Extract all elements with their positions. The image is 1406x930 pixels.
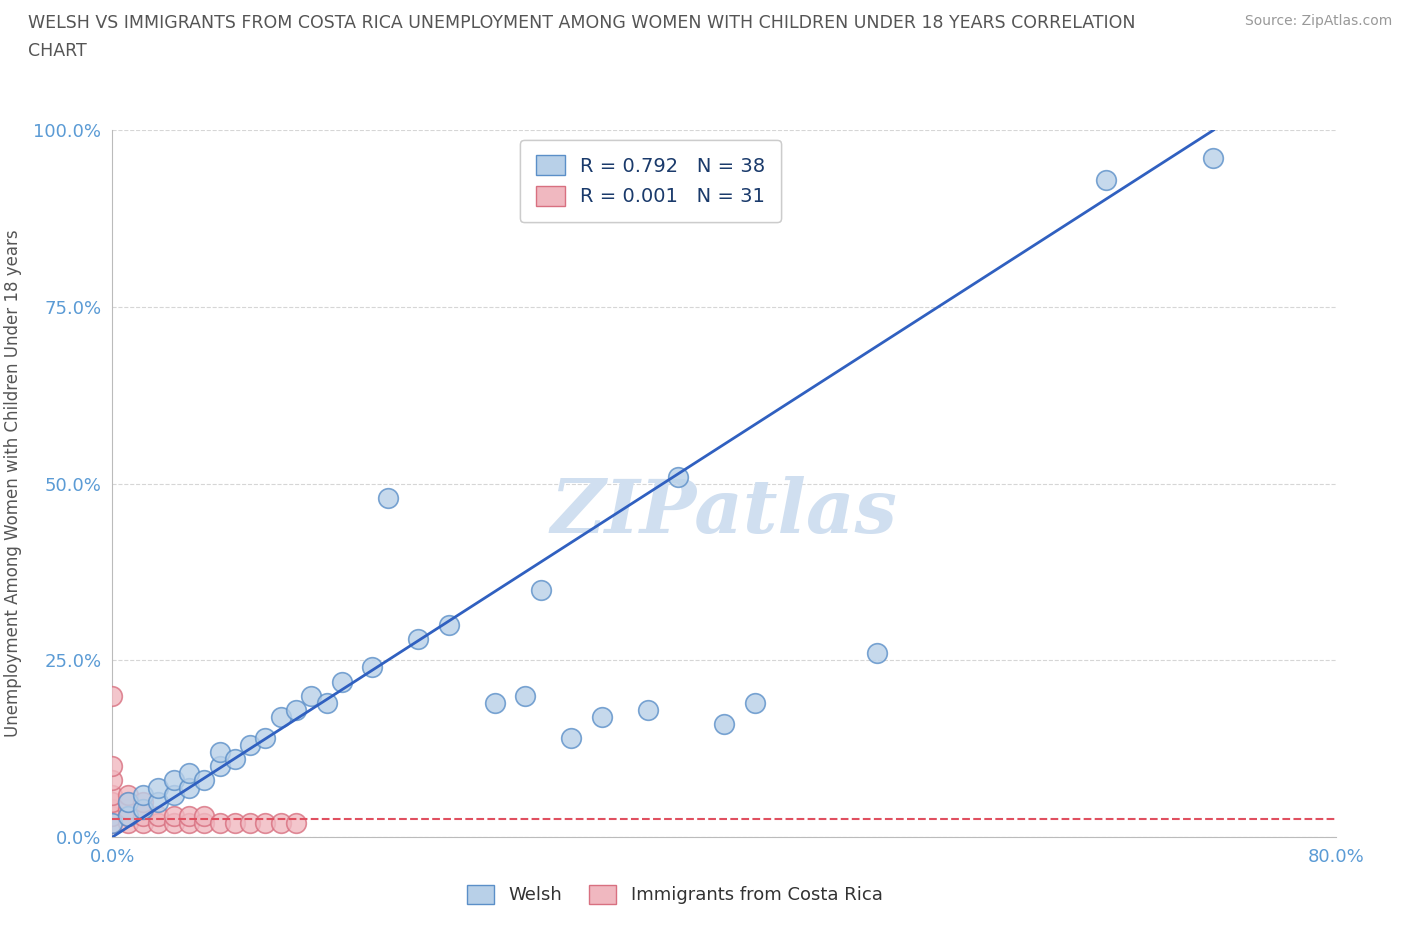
Point xyxy=(101,787,124,802)
Text: ZIPatlas: ZIPatlas xyxy=(551,475,897,548)
Point xyxy=(117,787,139,802)
Point xyxy=(866,645,889,660)
Point xyxy=(117,808,139,823)
Point xyxy=(208,816,231,830)
Point xyxy=(284,702,308,717)
Point xyxy=(224,816,246,830)
Point xyxy=(132,816,155,830)
Point xyxy=(101,808,124,823)
Point xyxy=(163,787,186,802)
Text: CHART: CHART xyxy=(28,42,87,60)
Point xyxy=(177,808,200,823)
Point xyxy=(148,808,170,823)
Point xyxy=(408,631,430,646)
Point xyxy=(193,816,215,830)
Point xyxy=(117,808,139,823)
Point xyxy=(117,794,139,809)
Point xyxy=(1095,172,1118,187)
Point xyxy=(132,802,155,817)
Point xyxy=(101,773,124,788)
Point xyxy=(148,780,170,795)
Point xyxy=(101,816,124,830)
Point xyxy=(591,710,613,724)
Point xyxy=(1202,151,1225,166)
Point xyxy=(208,745,231,760)
Point xyxy=(148,816,170,830)
Point xyxy=(530,582,553,597)
Point xyxy=(484,696,506,711)
Point xyxy=(437,618,460,632)
Point xyxy=(101,688,124,703)
Point xyxy=(315,696,337,711)
Point xyxy=(117,816,139,830)
Point xyxy=(132,787,155,802)
Point xyxy=(361,660,384,675)
Point xyxy=(284,816,308,830)
Point xyxy=(163,773,186,788)
Point xyxy=(101,816,124,830)
Legend: R = 0.792   N = 38, R = 0.001   N = 31: R = 0.792 N = 38, R = 0.001 N = 31 xyxy=(520,140,782,222)
Point xyxy=(239,737,262,752)
Point xyxy=(193,773,215,788)
Point xyxy=(666,469,689,484)
Point xyxy=(148,794,170,809)
Text: WELSH VS IMMIGRANTS FROM COSTA RICA UNEMPLOYMENT AMONG WOMEN WITH CHILDREN UNDER: WELSH VS IMMIGRANTS FROM COSTA RICA UNEM… xyxy=(28,14,1136,32)
Point xyxy=(117,794,139,809)
Point xyxy=(330,674,353,689)
Point xyxy=(713,716,735,731)
Point xyxy=(299,688,322,703)
Point xyxy=(163,816,186,830)
Text: Source: ZipAtlas.com: Source: ZipAtlas.com xyxy=(1244,14,1392,28)
Legend: Welsh, Immigrants from Costa Rica: Welsh, Immigrants from Costa Rica xyxy=(460,878,890,911)
Point xyxy=(101,794,124,809)
Y-axis label: Unemployment Among Women with Children Under 18 years: Unemployment Among Women with Children U… xyxy=(4,230,22,737)
Point xyxy=(254,731,277,746)
Point xyxy=(224,751,246,766)
Point xyxy=(637,702,659,717)
Point xyxy=(177,816,200,830)
Point xyxy=(193,808,215,823)
Point xyxy=(515,688,537,703)
Point xyxy=(101,802,124,817)
Point xyxy=(177,780,200,795)
Point xyxy=(239,816,262,830)
Point xyxy=(177,766,200,781)
Point xyxy=(560,731,582,746)
Point xyxy=(101,759,124,774)
Point xyxy=(117,802,139,817)
Point xyxy=(132,794,155,809)
Point xyxy=(132,802,155,817)
Point xyxy=(208,759,231,774)
Point xyxy=(270,816,292,830)
Point xyxy=(377,490,399,505)
Point xyxy=(254,816,277,830)
Point xyxy=(132,808,155,823)
Point xyxy=(163,808,186,823)
Point xyxy=(744,696,766,711)
Point xyxy=(270,710,292,724)
